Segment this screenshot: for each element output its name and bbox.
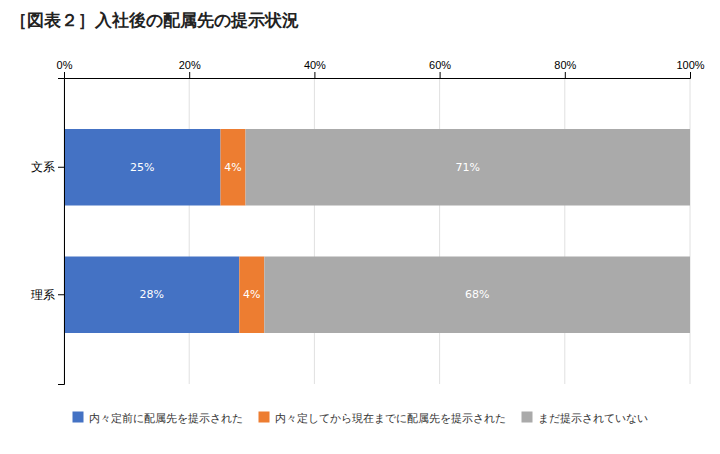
legend-swatch (73, 412, 84, 423)
tick-label: 80% (554, 59, 576, 71)
tick-label: 60% (429, 59, 451, 71)
legend: 内々定前に配属先を提示された 内々定してから現在までに配属先を提示された まだ提示さ… (73, 412, 648, 425)
tick-mark (690, 72, 691, 78)
series (246, 129, 690, 333)
tick-mark (565, 72, 566, 78)
bars (64, 129, 690, 333)
legend-label: 内々定前に配属先を提示された (89, 412, 243, 425)
data-label: 28% (139, 288, 163, 301)
tick-mark (440, 72, 441, 78)
tick-label: 0% (57, 59, 73, 71)
grid-line (314, 78, 315, 384)
data-label: 71% (456, 161, 480, 174)
axis-line (58, 79, 65, 385)
tick-mark (58, 294, 64, 295)
grid-line (439, 78, 440, 384)
tick: 文系 (31, 160, 64, 174)
bar (239, 257, 264, 334)
data-label: 68% (465, 288, 489, 301)
grid (64, 78, 690, 384)
chart: ［図表２］入社後の配属先の提示状況 25% 28% 4% 4% 71% 68% 0% 20% 40… (0, 0, 720, 454)
tick-mark (64, 72, 65, 78)
tick-label: 100% (676, 59, 704, 71)
y-axis: 文系理系 (31, 79, 65, 385)
tick-label: 理系 (31, 288, 55, 302)
series (64, 129, 239, 333)
bar (221, 129, 246, 206)
legend-item: まだ提示されていない (522, 412, 648, 425)
tick: 0% (57, 59, 73, 78)
tick-mark (189, 72, 190, 78)
data-label: 25% (130, 161, 154, 174)
legend-item: 内々定してから現在までに配属先を提示された (259, 412, 506, 425)
data-label: 4% (224, 161, 241, 174)
tick-label: 文系 (31, 160, 55, 174)
data-label: 4% (243, 288, 260, 301)
grid-line (564, 78, 565, 384)
legend-swatch (522, 412, 533, 423)
axis-line (65, 72, 691, 79)
bar (64, 129, 221, 206)
bar (64, 257, 239, 334)
tick-mark (58, 167, 64, 168)
tick: 60% (429, 59, 451, 78)
legend-swatch (259, 412, 270, 423)
grid-line (690, 78, 691, 384)
bar (246, 129, 690, 206)
bar (264, 257, 690, 334)
tick-label: 40% (304, 59, 326, 71)
plot: 25% 28% 4% 4% 71% 68% 0% 20% 40% 60% 80% 100% 文系理系 (31, 59, 705, 385)
tick: 80% (554, 59, 576, 78)
tick: 理系 (31, 288, 64, 302)
legend-label: 内々定してから現在までに配属先を提示された (275, 412, 506, 425)
tick: 40% (304, 59, 326, 78)
title: ［図表２］入社後の配属先の提示状況 (10, 10, 299, 30)
tick-label: 20% (179, 59, 201, 71)
x-axis: 0% 20% 40% 60% 80% 100% (57, 59, 705, 79)
legend-item: 内々定前に配属先を提示された (73, 412, 243, 425)
data-labels: 25% 28% 4% 4% 71% 68% (130, 161, 489, 302)
tick-mark (314, 72, 315, 78)
tick: 100% (676, 59, 704, 78)
grid-line (189, 78, 190, 384)
tick: 20% (179, 59, 201, 78)
legend-label: まだ提示されていない (538, 412, 648, 425)
